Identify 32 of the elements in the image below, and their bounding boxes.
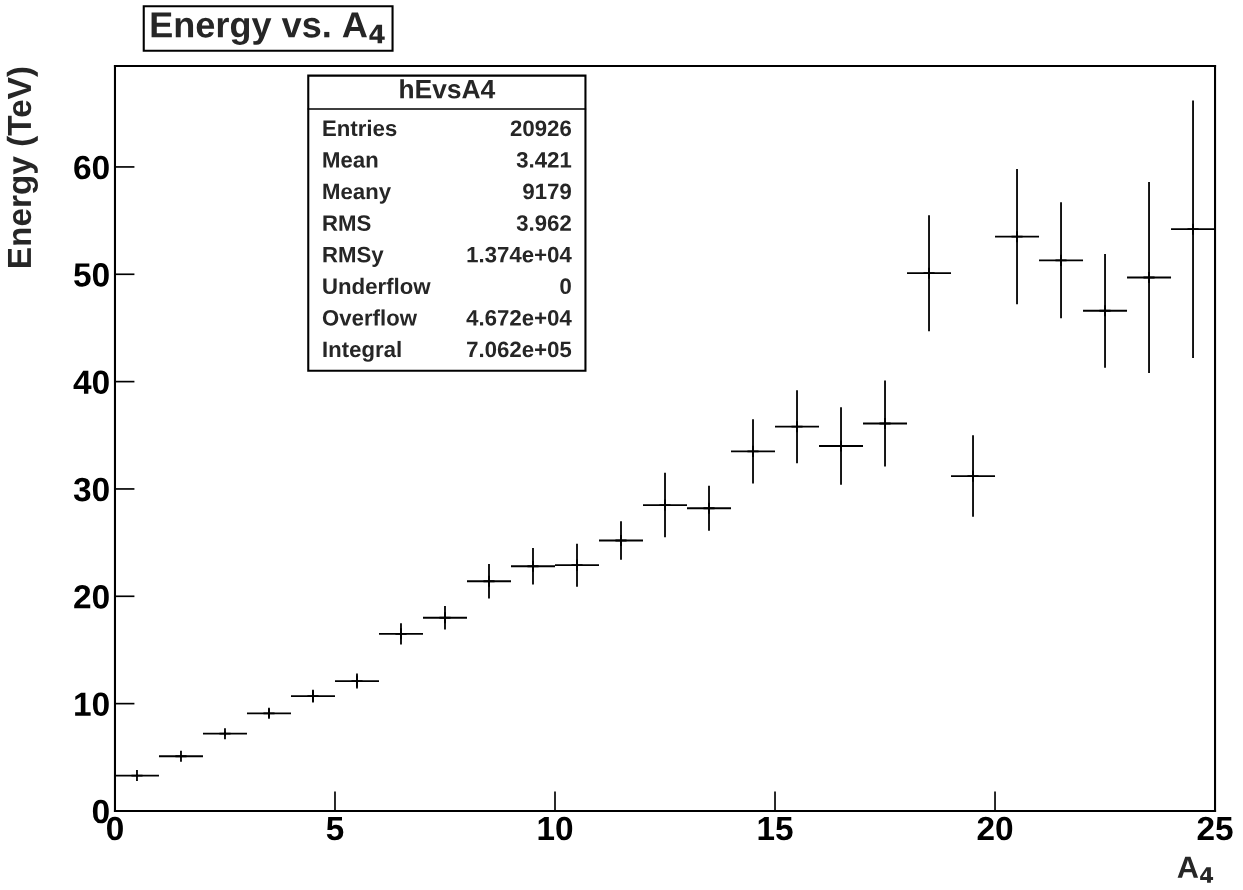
annotation: 7.062e+05 — [467, 341, 572, 358]
y-axis-title: Energy (TeV) — [6, 67, 38, 267]
annotation: Underflow — [323, 277, 431, 295]
y-tick-label: 60 — [74, 155, 109, 180]
y-tick-label: 50 — [74, 263, 109, 287]
x-tick-label: 15 — [758, 817, 793, 841]
x-tick-label: 25 — [1197, 816, 1233, 841]
annotation: 4.672e+04 — [466, 309, 572, 326]
x-tick-label: 10 — [538, 816, 573, 841]
annotation: Integral — [323, 340, 401, 362]
annotation: 3.962 — [516, 215, 571, 231]
y-tick-label: 0 — [92, 799, 109, 824]
annotation: RMSy — [323, 246, 384, 267]
x-tick-label: 20 — [977, 816, 1013, 841]
annotation: 20926 — [510, 120, 571, 137]
annotation: 0 — [560, 278, 571, 295]
y-tick-label: 30 — [73, 477, 109, 502]
annotation: RMS — [323, 215, 371, 231]
annotation: Overflow — [322, 309, 418, 326]
y-tick-label: 20 — [74, 585, 109, 609]
annotation: hEvsA4 — [400, 79, 496, 99]
y-tick-label: 10 — [75, 692, 109, 717]
annotation: 1.374e+04 — [467, 246, 572, 263]
annotation: Mean — [323, 152, 378, 168]
chart-title: Energy vs. A$_{4}$ — [151, 12, 385, 45]
annotation: 3.421 — [516, 151, 572, 168]
annotation: Meany — [323, 183, 391, 204]
x-tick-label: 5 — [326, 817, 344, 841]
annotation: 9179 — [523, 183, 571, 200]
x-axis-title: A$_{4}$ — [1177, 856, 1214, 883]
y-tick-label: 40 — [73, 370, 109, 395]
annotation: Entries — [323, 119, 397, 137]
